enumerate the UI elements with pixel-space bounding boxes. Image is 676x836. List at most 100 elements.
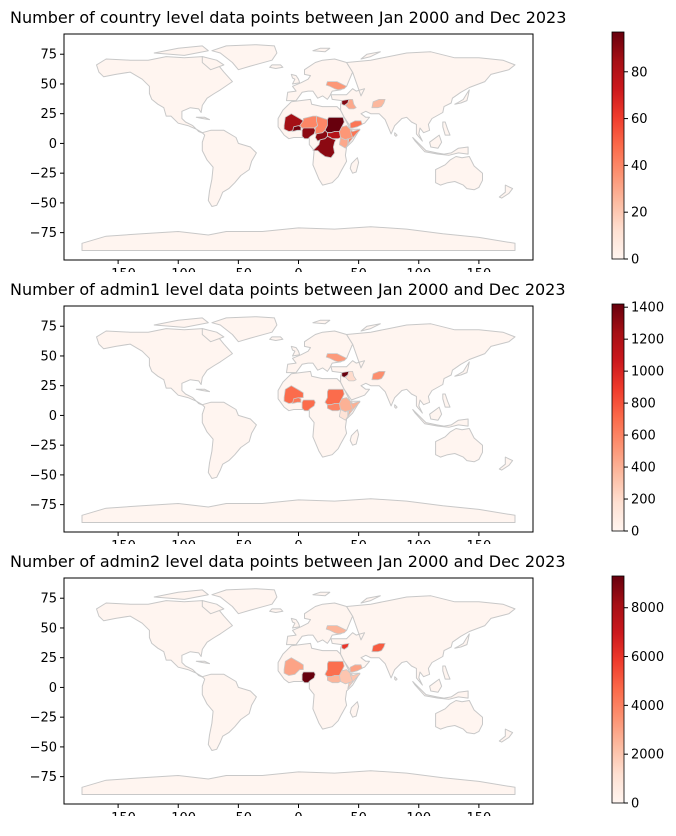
landmass-baffin xyxy=(201,56,225,71)
region-somalia xyxy=(347,672,361,689)
landmass-japan xyxy=(454,89,470,105)
y-tick-label: 75 xyxy=(40,592,57,607)
y-tick-label: −50 xyxy=(30,740,57,755)
colorbar xyxy=(611,31,625,260)
colorbar-tick-label: 20 xyxy=(631,206,648,221)
map-panel-admin2: Number of admin2 level data points betwe… xyxy=(0,544,676,816)
landmass-novaya-zemlya xyxy=(360,323,381,332)
landmass-cuba xyxy=(195,660,210,665)
y-tick-label: −75 xyxy=(30,226,57,241)
map-panel-admin1: Number of admin1 level data points betwe… xyxy=(0,272,676,544)
choropleth-layer xyxy=(283,81,386,159)
landmass-philippines xyxy=(442,121,451,136)
land-layer xyxy=(81,316,516,523)
x-tick-label: −50 xyxy=(225,811,252,816)
choropleth-layer xyxy=(283,353,386,421)
region-burkina-faso xyxy=(292,397,302,404)
region-afghanistan xyxy=(371,99,386,109)
landmass-madagascar xyxy=(349,701,360,718)
landmass-iceland xyxy=(269,608,284,613)
region-mali xyxy=(283,385,304,404)
region-ukraine xyxy=(325,353,347,363)
y-tick-label: 25 xyxy=(40,651,57,666)
landmass-uk xyxy=(290,617,301,629)
region-nigeria xyxy=(301,671,316,684)
x-tick-label: −100 xyxy=(160,811,196,816)
y-tick-label: 75 xyxy=(40,320,57,335)
landmass-japan xyxy=(454,633,470,649)
landmass-borneo xyxy=(429,406,443,421)
landmass-australia xyxy=(435,156,483,191)
landmass-greenland xyxy=(211,316,278,343)
region-iraq xyxy=(345,371,357,382)
landmass-arctic-islands xyxy=(153,317,209,328)
landmass-uk xyxy=(290,73,301,85)
landmass-sri-lanka xyxy=(394,132,398,137)
region-afghanistan xyxy=(371,371,386,381)
colorbar-tick-label: 0 xyxy=(631,525,639,540)
y-tick-label: 0 xyxy=(49,137,57,152)
colorbar-tick-label: 2000 xyxy=(631,748,664,763)
colorbar-tick-label: 0 xyxy=(631,253,639,268)
x-tick-label: 0 xyxy=(294,539,302,544)
landmass-cuba xyxy=(195,388,210,393)
region-south-sudan xyxy=(327,403,341,412)
region-iraq xyxy=(345,99,357,110)
x-tick-label: 50 xyxy=(350,811,367,816)
x-tick-label: −150 xyxy=(100,539,136,544)
landmass-australia xyxy=(435,428,483,463)
landmass-svalbard xyxy=(312,591,331,597)
colorbar-tick-label: 600 xyxy=(631,429,656,444)
x-tick-label: 100 xyxy=(406,267,431,272)
landmass-uk xyxy=(290,345,301,357)
y-tick-label: −25 xyxy=(30,439,57,454)
region-somalia xyxy=(347,128,361,145)
landmass-japan xyxy=(454,361,470,377)
landmass-indonesia xyxy=(412,137,469,156)
landmass-australia xyxy=(435,700,483,735)
y-tick-label: −75 xyxy=(30,770,57,785)
x-tick-label: 0 xyxy=(294,267,302,272)
y-tick-label: 0 xyxy=(49,681,57,696)
map-panel-country: Number of country level data points betw… xyxy=(0,0,676,272)
x-tick-label: −50 xyxy=(225,267,252,272)
y-tick-label: 0 xyxy=(49,409,57,424)
x-tick-label: −50 xyxy=(225,539,252,544)
landmass-novaya-zemlya xyxy=(360,595,381,604)
colorbar-tick-label: 6000 xyxy=(631,650,664,665)
x-tick-label: 100 xyxy=(406,539,431,544)
map-figure: Number of admin2 level data points betwe… xyxy=(10,552,664,816)
region-mali xyxy=(283,657,304,676)
region-nigeria xyxy=(301,127,316,140)
colorbar xyxy=(611,303,625,532)
y-tick-label: −75 xyxy=(30,498,57,513)
x-tick-label: 50 xyxy=(350,267,367,272)
landmass-iceland xyxy=(269,64,284,69)
landmass-new-zealand xyxy=(498,456,514,471)
colorbar-tick-label: 40 xyxy=(631,159,648,174)
landmass-borneo xyxy=(429,134,443,149)
landmass-arctic-islands xyxy=(153,589,209,600)
landmass-baffin xyxy=(201,328,225,343)
landmass-cuba xyxy=(195,116,210,121)
landmass-iceland xyxy=(269,336,284,341)
x-tick-label: 150 xyxy=(466,539,491,544)
colorbar-tick-label: 1400 xyxy=(631,301,664,316)
landmass-svalbard xyxy=(312,319,331,325)
region-south-sudan xyxy=(327,675,341,684)
colorbar-tick-label: 200 xyxy=(631,493,656,508)
region-ukraine xyxy=(325,625,347,635)
y-tick-label: 50 xyxy=(40,77,57,92)
landmass-antarctica xyxy=(81,770,516,795)
x-tick-label: 150 xyxy=(466,267,491,272)
region-ukraine xyxy=(325,81,347,91)
y-tick-label: −25 xyxy=(30,711,57,726)
x-tick-label: −150 xyxy=(100,811,136,816)
panel-title: Number of admin2 level data points betwe… xyxy=(10,552,566,571)
landmass-baffin xyxy=(201,600,225,615)
landmass-arctic-islands xyxy=(153,45,209,56)
y-tick-label: −25 xyxy=(30,167,57,182)
landmass-antarctica xyxy=(81,498,516,523)
x-tick-label: 100 xyxy=(406,811,431,816)
landmass-antarctica xyxy=(81,226,516,251)
